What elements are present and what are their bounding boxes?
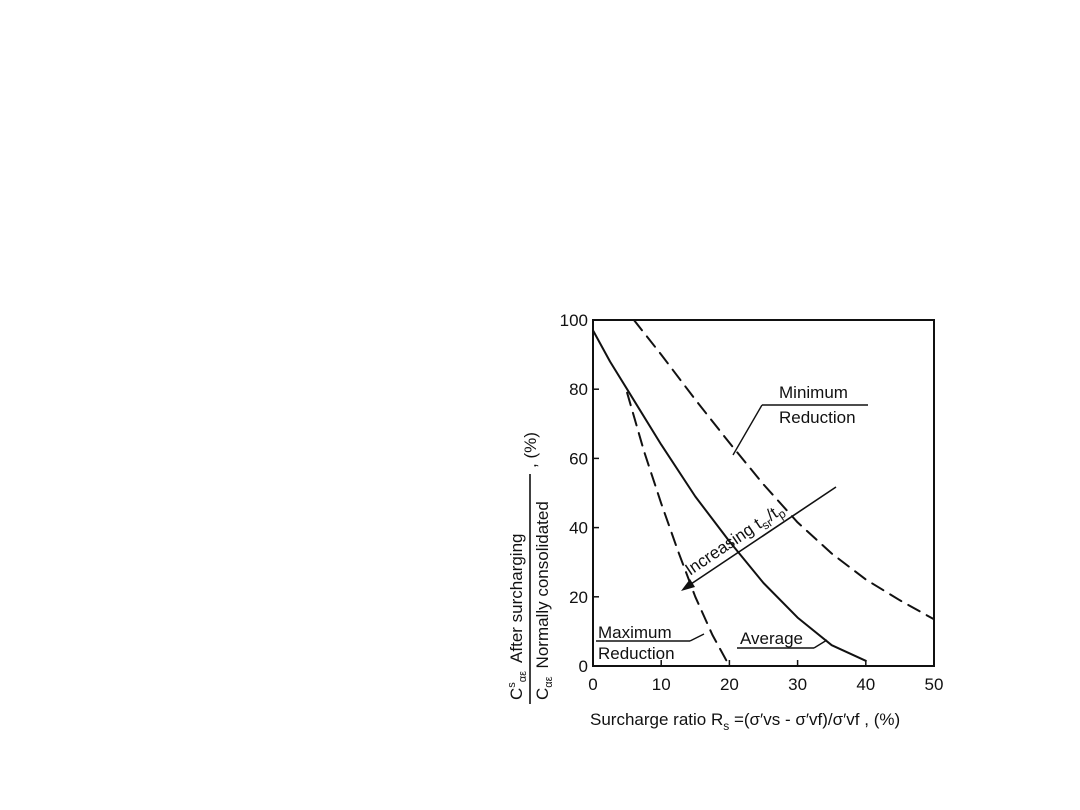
series-group <box>592 319 935 667</box>
y-label-c1: C <box>507 688 526 700</box>
increasing-label: Increasing tsr/tp <box>682 500 789 582</box>
y-tick-group: 0 20 40 60 80 100 <box>560 311 599 676</box>
y-label-numerator: After surcharging <box>507 534 526 663</box>
x-tick-label: 40 <box>856 675 875 694</box>
y-tick-label: 20 <box>569 588 588 607</box>
x-tick-group: 0 10 20 30 40 50 <box>588 660 943 694</box>
x-label-prefix: Surcharge ratio R <box>590 710 723 729</box>
svg-text:CsαεAfter surcharging: Csαε After surcharging <box>506 534 529 701</box>
min-reduction-line1: Minimum <box>779 383 848 402</box>
y-label-c1-sub: αε <box>517 671 529 682</box>
y-axis-label: CsαεAfter surcharging CαεNormally consol… <box>506 432 555 704</box>
y-tick-label: 60 <box>569 449 588 468</box>
series-line-minimum-reduction <box>632 319 935 621</box>
max-reduction-leader <box>689 633 705 642</box>
average-label: Average <box>740 629 803 648</box>
max-reduction-line2: Reduction <box>598 644 675 663</box>
y-label-c2-sub: αε <box>543 676 555 687</box>
x-tick-label: 50 <box>925 675 944 694</box>
y-label-sup: s <box>506 682 518 688</box>
y-tick-label: 80 <box>569 380 588 399</box>
x-axis-label: Surcharge ratio Rs =(σ′vs - σ′vf)/σ′vf ,… <box>590 710 900 733</box>
x-tick-label: 30 <box>788 675 807 694</box>
y-label-denominator: Normally consolidated <box>533 501 552 668</box>
y-tick-label: 40 <box>569 519 588 538</box>
y-tick-label: 0 <box>579 657 588 676</box>
y-label-c2: C <box>533 688 552 700</box>
x-tick-label: 10 <box>652 675 671 694</box>
max-reduction-line1: Maximum <box>598 623 672 642</box>
min-reduction-line2: Reduction <box>779 408 856 427</box>
svg-text:CαεNormally consolidated: Cαε Normally consolidated <box>533 501 555 700</box>
y-tick-label: 100 <box>560 311 588 330</box>
x-tick-label: 20 <box>720 675 739 694</box>
x-label-sub: s <box>723 719 729 733</box>
increasing-arrow-line <box>687 486 837 587</box>
plot-frame <box>592 319 935 667</box>
y-label-unit: , (%) <box>521 432 540 468</box>
series-line-average <box>592 329 867 662</box>
series-line-maximum-reduction <box>626 391 731 667</box>
average-leader <box>813 639 828 649</box>
increasing-arrow-head <box>681 579 695 591</box>
x-label-formula: =(σ′vs - σ′vf)/σ′vf , (%) <box>729 710 900 729</box>
min-reduction-leader <box>732 404 763 456</box>
x-tick-label: 0 <box>588 675 597 694</box>
